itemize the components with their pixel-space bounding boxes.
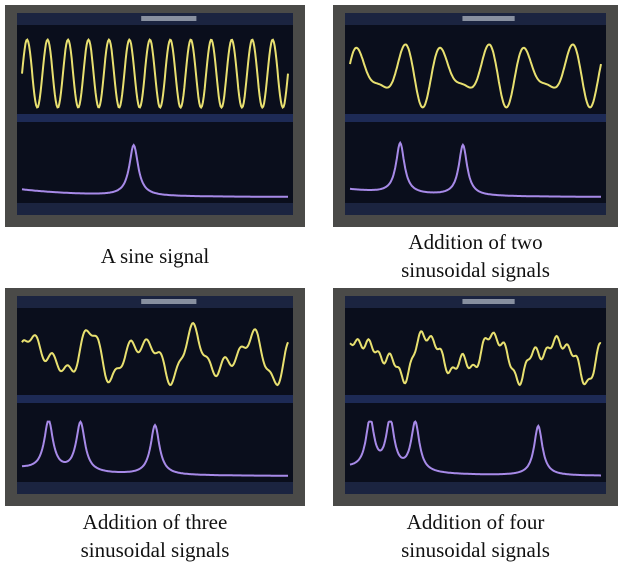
bottom-bar xyxy=(17,203,293,215)
fft-spectrum xyxy=(349,420,601,477)
fft-info-bar xyxy=(345,114,606,122)
caption-line: Addition of three xyxy=(82,510,228,534)
caption: Addition of four sinusoidal signals xyxy=(318,508,623,563)
fft-info-bar xyxy=(17,395,293,403)
caption-line: sinusoidal signals xyxy=(80,538,230,562)
oscilloscope-photo xyxy=(333,288,618,506)
oscilloscope-photo xyxy=(5,5,305,227)
fft-spectrum xyxy=(21,419,288,477)
oscilloscope-photo xyxy=(333,5,618,227)
time-waveform xyxy=(349,43,602,109)
trigger-bar xyxy=(141,299,197,304)
caption-line: sinusoidal signals xyxy=(401,538,550,562)
caption-line: A sine signal xyxy=(100,244,210,268)
time-waveform xyxy=(21,38,289,110)
trigger-bar xyxy=(141,16,197,21)
caption: A sine signal xyxy=(0,242,320,270)
time-waveform xyxy=(21,321,289,387)
caption-line: Addition of four xyxy=(406,510,545,534)
bottom-bar xyxy=(17,482,293,494)
caption: Addition of two sinusoidal signals xyxy=(318,228,623,284)
bottom-bar xyxy=(345,482,606,494)
caption-line: sinusoidal signals xyxy=(401,258,550,282)
oscilloscope-photo xyxy=(5,288,305,506)
fft-spectrum xyxy=(21,143,288,198)
fft-spectrum xyxy=(349,140,601,198)
time-waveform xyxy=(349,330,602,387)
trigger-bar xyxy=(462,299,515,304)
fft-info-bar xyxy=(345,395,606,403)
fft-info-bar xyxy=(17,114,293,122)
caption-line: Addition of two xyxy=(408,230,543,254)
bottom-bar xyxy=(345,203,606,215)
trigger-bar xyxy=(462,16,515,21)
caption: Addition of three sinusoidal signals xyxy=(0,508,320,563)
